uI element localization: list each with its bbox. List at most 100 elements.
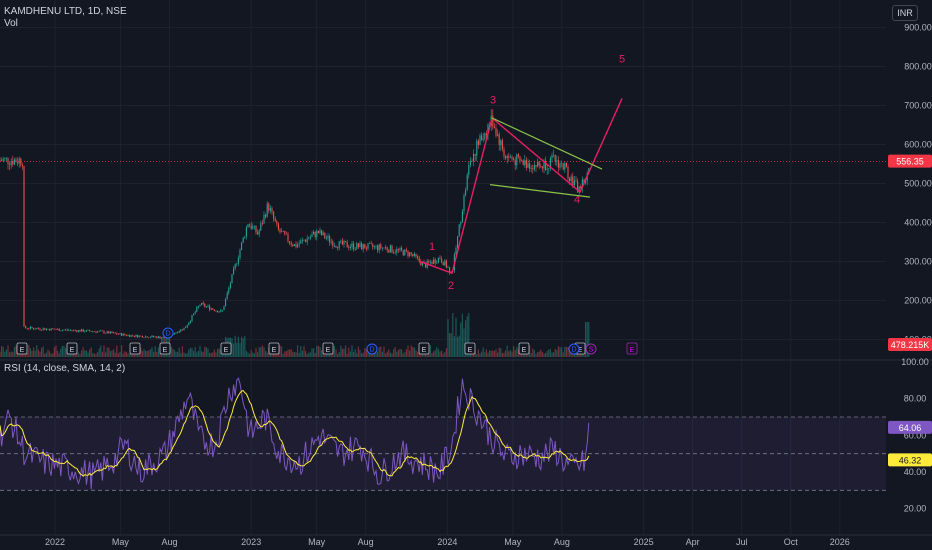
earnings-marker[interactable]: E: [129, 342, 141, 355]
dividend-marker[interactable]: D: [366, 343, 378, 355]
candle-body: [93, 331, 95, 333]
candle-body: [12, 161, 14, 165]
earnings-marker[interactable]: E: [322, 342, 334, 355]
candle-body: [45, 328, 47, 330]
candle-body: [314, 231, 316, 238]
candle-body: [335, 246, 337, 248]
volume-bar: [105, 352, 107, 357]
earnings-badge-label: E: [272, 347, 277, 354]
rsi-label[interactable]: RSI (14, close, SMA, 14, 2): [4, 363, 126, 374]
candle-body: [525, 160, 527, 168]
symbol-title[interactable]: KAMDHENU LTD, 1D, NSE: [4, 6, 127, 17]
volume-bar: [215, 352, 217, 357]
volume-bar: [260, 347, 262, 357]
candle-body: [429, 262, 431, 263]
candle-body: [473, 153, 475, 162]
volume-bar: [525, 353, 527, 357]
dividend-badge: [568, 343, 580, 355]
candle-body: [146, 336, 148, 338]
candle-body: [463, 195, 465, 212]
volume-bar: [570, 351, 572, 357]
earnings-marker[interactable]: E: [626, 342, 638, 355]
volume-bar: [122, 353, 124, 357]
volume-bar: [210, 352, 212, 357]
volume-bar: [409, 350, 411, 357]
volume-bar: [39, 351, 41, 357]
candle-body: [365, 248, 367, 250]
volume-bar: [47, 349, 49, 357]
volume-bar: [413, 347, 415, 357]
split-marker[interactable]: S: [585, 343, 597, 355]
volume-bar: [321, 350, 323, 357]
dividend-marker[interactable]: D: [568, 343, 580, 355]
volume-badge-text: 478.215K: [891, 340, 930, 350]
candle-body: [295, 244, 297, 248]
candle-body: [173, 333, 175, 335]
rsi-value-badge-text: 64.06: [899, 423, 922, 433]
candle-body: [455, 247, 457, 255]
volume-bar: [236, 342, 238, 357]
earnings-marker[interactable]: E: [159, 342, 171, 355]
time-tick-label: 2024: [437, 537, 457, 547]
candle-body: [554, 154, 556, 162]
rsi-ma-badge-bg: [888, 453, 932, 467]
volume-bar: [140, 347, 142, 357]
dividend-marker[interactable]: D: [162, 327, 174, 339]
earnings-marker[interactable]: E: [418, 342, 430, 355]
candle-body: [386, 247, 388, 251]
volume-bar: [244, 335, 246, 357]
earnings-marker[interactable]: E: [220, 342, 232, 355]
volume-bar: [378, 347, 380, 357]
earnings-marker[interactable]: E: [464, 342, 476, 355]
volume-bar: [482, 347, 484, 357]
candle-body: [76, 330, 78, 332]
candle-body: [396, 249, 398, 253]
volume-bar: [41, 347, 43, 357]
volume-bar: [399, 348, 401, 357]
volume-bar: [151, 347, 153, 357]
earnings-marker[interactable]: E: [66, 342, 78, 355]
volume-bar: [44, 353, 46, 357]
candle-body: [61, 329, 63, 331]
candle-body: [447, 267, 449, 268]
earnings-marker[interactable]: E: [268, 342, 280, 355]
candle-body: [341, 240, 343, 245]
volume-bar: [338, 352, 340, 357]
volume-label[interactable]: Vol: [4, 18, 18, 29]
candle-body: [436, 262, 438, 264]
candle-body: [303, 239, 305, 241]
currency-button[interactable]: INR: [892, 5, 918, 21]
volume-bar: [537, 352, 539, 357]
candle-body: [410, 252, 412, 255]
volume-bar: [97, 351, 99, 357]
candle-body: [82, 329, 84, 332]
volume-bar: [29, 348, 31, 357]
candle-body: [354, 248, 356, 250]
volume-bar: [33, 347, 35, 357]
candle-body: [570, 176, 572, 182]
candle-body: [145, 336, 147, 338]
candle-body: [135, 334, 137, 337]
candle-body: [337, 247, 339, 249]
earnings-marker[interactable]: E: [518, 342, 530, 355]
candle-body: [301, 239, 303, 241]
rsi-tick-label: 100.00: [901, 357, 929, 367]
volume-bar: [108, 347, 110, 357]
candle-body: [0, 160, 1, 161]
volume-bar: [89, 349, 91, 357]
volume-bar: [319, 346, 321, 357]
candle-body: [338, 241, 340, 249]
candle-body: [273, 211, 275, 219]
candle-body: [482, 138, 484, 140]
candle-body: [105, 333, 107, 334]
candle-body: [21, 164, 23, 167]
volume-bar: [153, 351, 155, 357]
earnings-marker[interactable]: E: [16, 342, 28, 355]
volume-bar: [567, 347, 569, 357]
candle-body: [362, 244, 364, 250]
volume-bar: [309, 352, 311, 357]
volume-bar: [12, 351, 14, 357]
volume-bar: [63, 345, 65, 357]
earnings-badge-label: E: [630, 347, 635, 354]
